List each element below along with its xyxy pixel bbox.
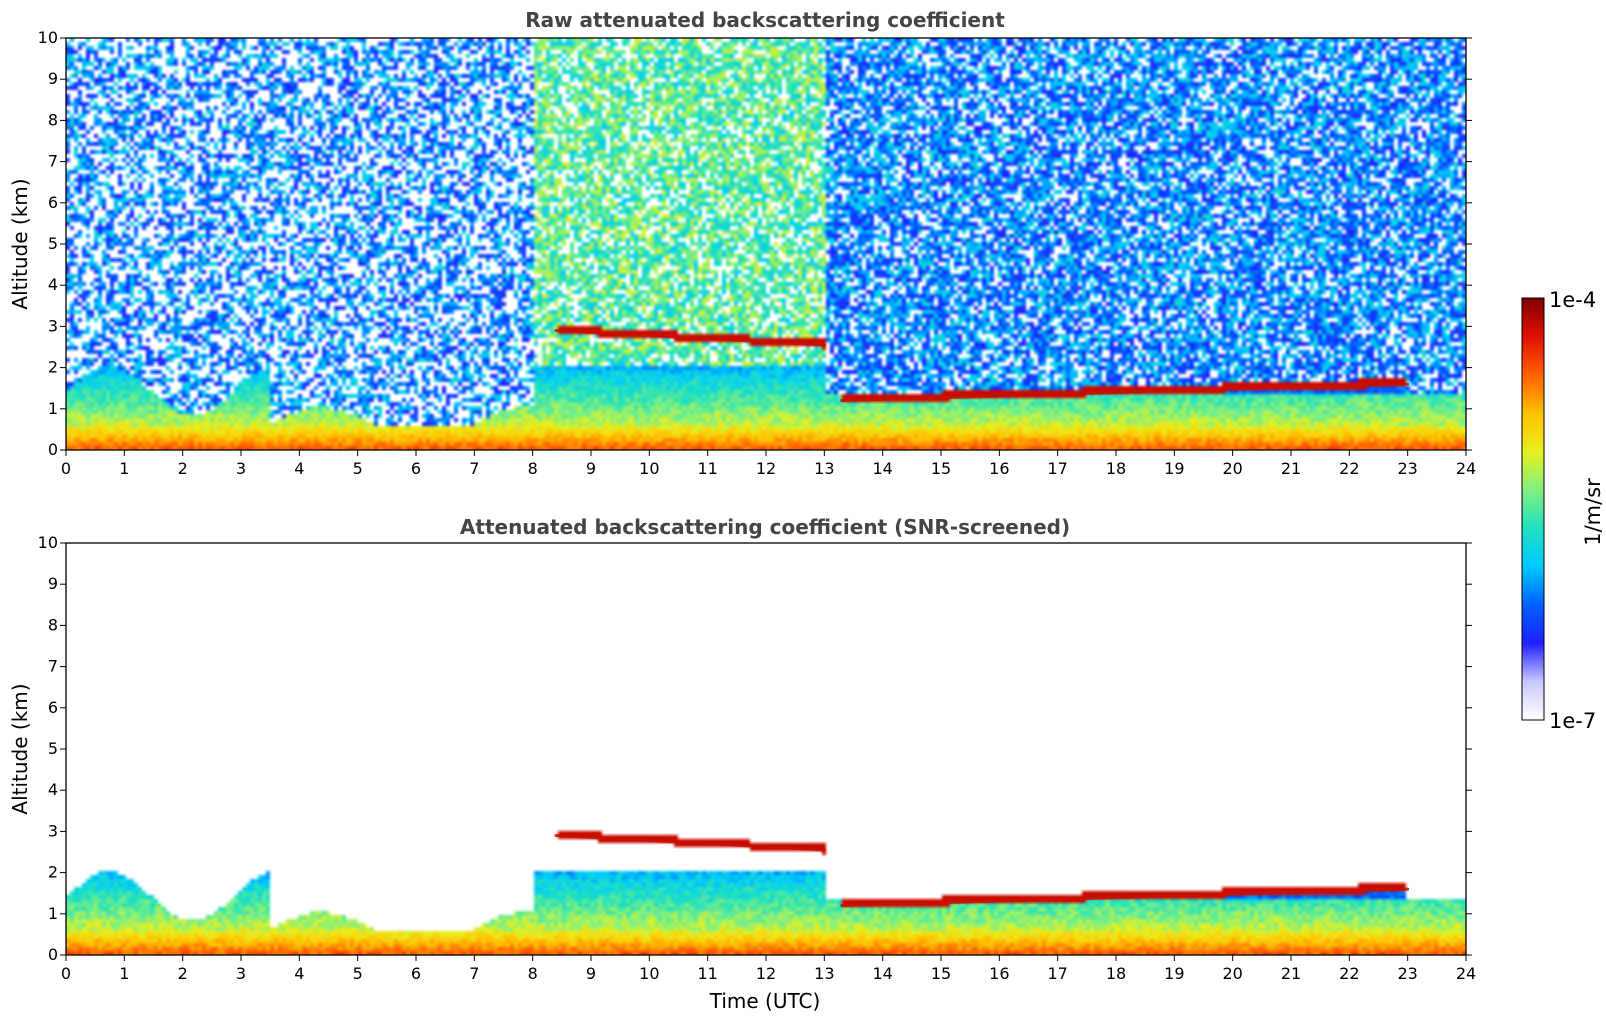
- x-tick-label: 21: [1281, 459, 1301, 478]
- x-tick-label: 18: [1106, 964, 1126, 983]
- y-tick-label: 7: [48, 152, 58, 171]
- x-tick-label: 14: [872, 964, 892, 983]
- screened-y-axis-label: Altitude (km): [8, 683, 32, 814]
- x-tick-label: 9: [586, 459, 596, 478]
- raw-heatmap: [66, 38, 1466, 450]
- y-tick-label: 1: [48, 904, 58, 923]
- y-tick-label: 4: [48, 275, 58, 294]
- screened-x-ticks: 0 1 2 3 4 5 6 7 8 9 10 11 12 13 14 15 16 17 18 19 20 21 22 23 24: [61, 955, 1476, 983]
- y-tick-label: 5: [48, 739, 58, 758]
- x-tick-label: 8: [528, 459, 538, 478]
- x-tick-label: 3: [236, 459, 246, 478]
- x-tick-label: 5: [353, 964, 363, 983]
- x-tick-label: 13: [814, 459, 834, 478]
- y-tick-label: 2: [48, 358, 58, 377]
- y-tick-label: 5: [48, 234, 58, 253]
- y-tick-label: 0: [48, 945, 58, 964]
- x-tick-label: 22: [1339, 459, 1359, 478]
- x-tick-label: 1: [119, 459, 129, 478]
- x-tick-label: 17: [1047, 459, 1067, 478]
- colorbar-max-label: 1e-4: [1549, 288, 1596, 312]
- y-tick-label: 3: [48, 316, 58, 335]
- x-tick-label: 13: [814, 964, 834, 983]
- y-tick-label: 2: [48, 863, 58, 882]
- y-tick-label: 9: [48, 69, 58, 88]
- colorbar-min-label: 1e-7: [1549, 709, 1596, 733]
- x-tick-label: 7: [469, 964, 479, 983]
- colorbar-scale: [1521, 297, 1545, 721]
- y-tick-label: 9: [48, 574, 58, 593]
- y-tick-label: 1: [48, 399, 58, 418]
- y-tick-label: 4: [48, 780, 58, 799]
- screened-panel: Attenuated backscattering coefficient (S…: [8, 515, 1476, 1013]
- x-tick-label: 20: [1222, 459, 1242, 478]
- raw-y-axis-label: Altitude (km): [8, 178, 32, 309]
- screened-panel-title: Attenuated backscattering coefficient (S…: [460, 515, 1070, 539]
- x-axis-label: Time (UTC): [709, 989, 821, 1013]
- x-tick-label: 7: [469, 459, 479, 478]
- screened-y-ticks: 0 1 2 3 4 5 6 7 8 9 10: [38, 533, 1472, 964]
- x-tick-label: 5: [353, 459, 363, 478]
- heatmap-raster: [66, 543, 1466, 955]
- x-tick-label: 0: [61, 964, 71, 983]
- x-tick-label: 24: [1456, 459, 1476, 478]
- x-tick-label: 12: [756, 459, 776, 478]
- x-tick-label: 6: [411, 964, 421, 983]
- y-tick-label: 6: [48, 698, 58, 717]
- x-tick-label: 18: [1106, 459, 1126, 478]
- x-tick-label: 16: [989, 459, 1009, 478]
- x-tick-label: 2: [178, 964, 188, 983]
- cloud-layer-0: [554, 834, 826, 852]
- x-tick-label: 19: [1164, 964, 1184, 983]
- y-tick-label: 8: [48, 615, 58, 634]
- x-tick-label: 9: [586, 964, 596, 983]
- x-tick-label: 17: [1047, 964, 1067, 983]
- x-tick-label: 20: [1222, 964, 1242, 983]
- y-tick-label: 10: [38, 28, 58, 47]
- x-tick-label: 15: [931, 459, 951, 478]
- x-tick-label: 2: [178, 459, 188, 478]
- x-tick-label: 4: [294, 964, 304, 983]
- x-tick-label: 11: [697, 964, 717, 983]
- raw-panel: Raw attenuated backscattering coefficien…: [8, 8, 1476, 478]
- raw-panel-title: Raw attenuated backscattering coefficien…: [525, 8, 1005, 32]
- cloud-layer-0: [554, 329, 826, 347]
- x-tick-label: 0: [61, 459, 71, 478]
- colorbar-unit-label: 1/m/sr: [1581, 478, 1605, 546]
- x-tick-label: 1: [119, 964, 129, 983]
- heatmap-raster: [66, 38, 1466, 450]
- raw-y-ticks: 0 1 2 3 4 5 6 7 8 9 10: [38, 28, 1472, 459]
- x-tick-label: 22: [1339, 964, 1359, 983]
- y-tick-label: 3: [48, 821, 58, 840]
- y-tick-label: 7: [48, 657, 58, 676]
- x-tick-label: 4: [294, 459, 304, 478]
- x-tick-label: 8: [528, 964, 538, 983]
- y-tick-label: 6: [48, 193, 58, 212]
- x-tick-label: 3: [236, 964, 246, 983]
- y-tick-label: 0: [48, 440, 58, 459]
- x-tick-label: 12: [756, 964, 776, 983]
- cloud-layer-1: [840, 887, 1410, 908]
- x-tick-label: 24: [1456, 964, 1476, 983]
- x-tick-label: 19: [1164, 459, 1184, 478]
- x-tick-label: 10: [639, 964, 659, 983]
- x-tick-label: 6: [411, 459, 421, 478]
- y-tick-label: 8: [48, 110, 58, 129]
- raw-x-ticks: 0 1 2 3 4 5 6 7 8 9 10 11 12 13 14 15 16 17 18 19 20 21 22 23 24: [61, 450, 1476, 478]
- x-tick-label: 15: [931, 964, 951, 983]
- x-tick-label: 11: [697, 459, 717, 478]
- screened-heatmap: [66, 543, 1466, 955]
- x-tick-label: 14: [872, 459, 892, 478]
- colorbar: 1e-4 1e-7 1/m/sr: [1521, 288, 1605, 733]
- cloud-layer-1: [840, 382, 1410, 403]
- x-tick-label: 10: [639, 459, 659, 478]
- x-tick-label: 23: [1397, 964, 1417, 983]
- x-tick-label: 21: [1281, 964, 1301, 983]
- x-tick-label: 16: [989, 964, 1009, 983]
- x-tick-label: 23: [1397, 459, 1417, 478]
- y-tick-label: 10: [38, 533, 58, 552]
